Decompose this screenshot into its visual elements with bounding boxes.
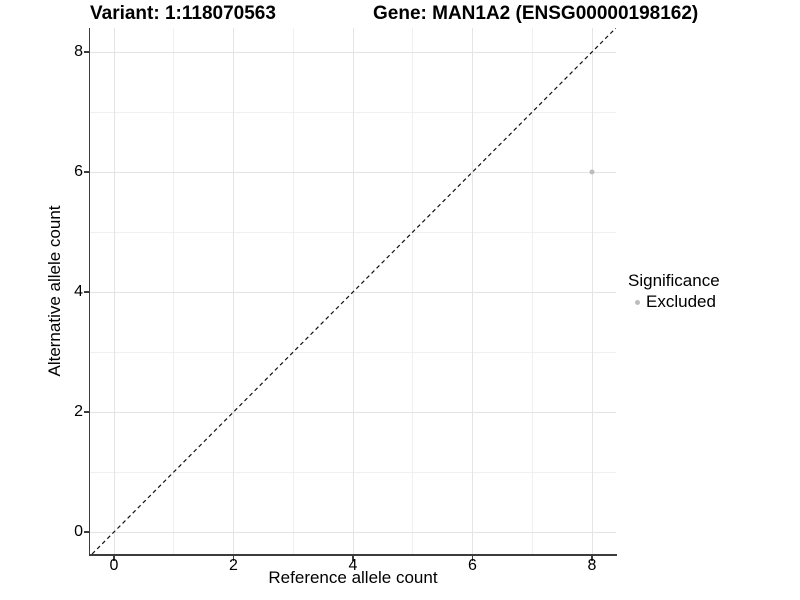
x-tick-label: 2 bbox=[229, 557, 238, 574]
legend-key-dot-icon bbox=[634, 299, 640, 305]
gridline-minor-vertical bbox=[292, 28, 294, 554]
gridline-major-vertical bbox=[472, 28, 473, 554]
gridline-major-horizontal bbox=[90, 411, 616, 413]
x-tick-label: 6 bbox=[468, 557, 477, 574]
legend-key bbox=[628, 294, 646, 310]
y-axis-tick bbox=[84, 291, 89, 293]
legend-item-excluded: Excluded bbox=[628, 292, 720, 312]
y-tick-label: 8 bbox=[74, 43, 83, 60]
legend-item-label: Excluded bbox=[646, 292, 716, 311]
identity-line bbox=[91, 28, 616, 554]
plot-title-variant: Variant: 1:118070563 bbox=[90, 3, 276, 24]
gridline-minor-vertical bbox=[412, 28, 414, 554]
plot-panel bbox=[90, 28, 616, 554]
y-tick-label: 4 bbox=[74, 283, 83, 300]
x-tick-label: 0 bbox=[109, 557, 119, 574]
y-tick-label: 2 bbox=[74, 403, 83, 420]
y-axis-tick bbox=[84, 51, 89, 53]
x-axis-tick bbox=[113, 555, 115, 561]
gridline-minor-vertical bbox=[173, 28, 175, 554]
plot-title-gene: Gene: MAN1A2 (ENSG00000198162) bbox=[373, 3, 699, 24]
y-axis-tick bbox=[84, 411, 89, 413]
data-point bbox=[589, 169, 595, 175]
y-tick-label: 0 bbox=[74, 523, 83, 540]
y-axis-tick bbox=[84, 171, 89, 173]
gridline-major-vertical bbox=[113, 28, 115, 554]
gridline-major-vertical bbox=[352, 28, 354, 554]
x-axis-tick bbox=[591, 555, 593, 561]
gridline-major-horizontal bbox=[90, 51, 616, 53]
x-axis-line bbox=[88, 554, 617, 556]
legend: Significance Excluded bbox=[628, 270, 720, 312]
legend-title: Significance bbox=[628, 271, 720, 290]
x-axis-label: Reference allele count bbox=[268, 568, 438, 587]
gridline-minor-vertical bbox=[531, 28, 533, 554]
gridline-major-horizontal bbox=[90, 171, 616, 173]
x-tick-label: 8 bbox=[587, 557, 597, 574]
gridline-major-vertical bbox=[591, 28, 593, 554]
x-axis-tick bbox=[232, 555, 235, 561]
x-axis-tick bbox=[352, 555, 354, 561]
x-tick-label: 4 bbox=[348, 557, 358, 574]
gridline-major-horizontal bbox=[90, 531, 616, 533]
gridline-major-vertical bbox=[233, 28, 234, 554]
y-axis-tick bbox=[84, 531, 89, 533]
x-axis-tick bbox=[471, 555, 474, 561]
y-tick-label: 6 bbox=[74, 163, 83, 180]
y-axis-line bbox=[88, 28, 90, 555]
